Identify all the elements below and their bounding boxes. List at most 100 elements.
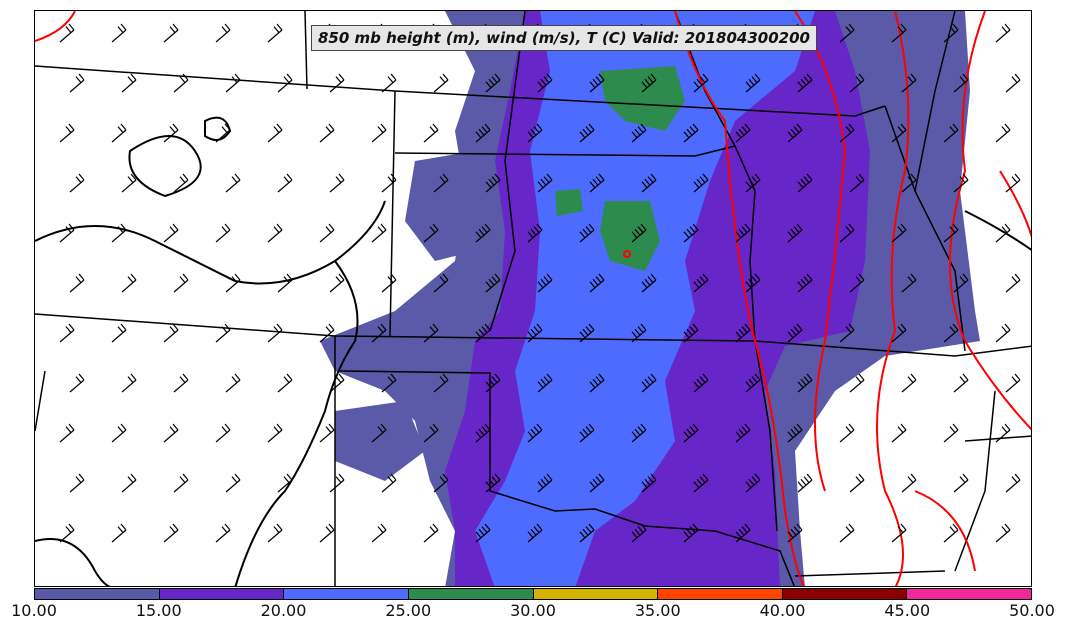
wind-barb (69, 173, 85, 193)
wind-barb (641, 73, 657, 93)
wind-barb (485, 73, 501, 93)
wind-barb (787, 123, 803, 143)
wind-barb (277, 173, 293, 193)
border-line (35, 65, 886, 117)
wind-barb (953, 473, 969, 493)
wind-barb (485, 273, 501, 293)
wind-barb (995, 23, 1011, 43)
wind-barb (693, 273, 709, 293)
wind-barb (579, 123, 595, 143)
wind-barb (589, 273, 605, 293)
border-line (389, 90, 396, 337)
wind-barb (69, 373, 85, 393)
wind-barb (329, 473, 345, 493)
wind-barb (475, 123, 491, 143)
wind-barb (901, 173, 917, 193)
wind-barb (787, 323, 803, 343)
border-line (794, 570, 946, 577)
wind-barb (943, 23, 959, 43)
wind-barb (59, 123, 75, 143)
wind-barb (267, 223, 283, 243)
wind-barb (943, 523, 959, 543)
wind-barb (849, 373, 865, 393)
wind-barb (381, 173, 397, 193)
border-line (964, 435, 1031, 442)
wind-barb (163, 223, 179, 243)
wind-barb (121, 73, 137, 93)
wind-barb (839, 523, 855, 543)
wind-barb (371, 123, 387, 143)
temperature-contour (876, 11, 910, 586)
map-panel: 850 mb height (m), wind (m/s), T (C) Val… (34, 10, 1032, 587)
wind-barb (631, 123, 647, 143)
wind-barb (121, 173, 137, 193)
colorbar-segment (159, 589, 285, 599)
wind-barb (267, 323, 283, 343)
wind-barb (59, 423, 75, 443)
map-title: 850 mb height (m), wind (m/s), T (C) Val… (311, 25, 817, 51)
wind-barb (683, 323, 699, 343)
wind-barb (735, 123, 751, 143)
wind-barb (163, 423, 179, 443)
wind-barb (423, 223, 439, 243)
wind-barb (579, 323, 595, 343)
wind-barb (579, 423, 595, 443)
wind-barb (631, 523, 647, 543)
wind-barb (745, 473, 761, 493)
wind-barb (693, 473, 709, 493)
wind-barb (475, 523, 491, 543)
wind-barb (891, 223, 907, 243)
wind-barb (579, 523, 595, 543)
wind-barb (839, 23, 855, 43)
wind-barb (371, 523, 387, 543)
wind-barb (277, 473, 293, 493)
wind-barb (891, 123, 907, 143)
wind-barb (735, 423, 751, 443)
wind-barb (319, 523, 335, 543)
wind-barb (641, 173, 657, 193)
wind-barb (891, 23, 907, 43)
temperature-contour (914, 490, 976, 572)
border-line (954, 390, 996, 572)
wind-barb (371, 423, 387, 443)
wind-barb (69, 273, 85, 293)
wind-barb (839, 123, 855, 143)
wind-barb (901, 473, 917, 493)
wind-barb (381, 73, 397, 93)
wind-barb (787, 423, 803, 443)
wind-barb (277, 373, 293, 393)
wind-barb (475, 423, 491, 443)
wind-barb (683, 423, 699, 443)
wind-barb (215, 123, 231, 143)
wind-barb (995, 223, 1011, 243)
wind-barb (995, 523, 1011, 543)
wind-barb (121, 473, 137, 493)
wind-barb (631, 423, 647, 443)
wind-barb (735, 223, 751, 243)
wind-barb (891, 323, 907, 343)
wind-barb (891, 523, 907, 543)
wind-barb (579, 223, 595, 243)
wind-barb (683, 523, 699, 543)
wind-band-25-30-small (555, 189, 583, 216)
wind-barb (433, 473, 449, 493)
wind-barb (537, 73, 553, 93)
wind-barb (475, 323, 491, 343)
border-line (884, 105, 966, 352)
wind-barb (953, 273, 969, 293)
wind-barb (319, 123, 335, 143)
colorbar-segment (408, 589, 534, 599)
wind-barb (475, 223, 491, 243)
wind-barb (163, 123, 179, 143)
wind-barb (215, 523, 231, 543)
wind-barb (111, 123, 127, 143)
wind-barb (381, 373, 397, 393)
wind-barb (1005, 373, 1021, 393)
border-line (35, 370, 46, 432)
wind-barb (745, 173, 761, 193)
wind-barb (173, 73, 189, 93)
wind-barb (745, 273, 761, 293)
wind-barb (631, 223, 647, 243)
wind-barb (215, 323, 231, 343)
colorbar-segment (907, 589, 1031, 599)
